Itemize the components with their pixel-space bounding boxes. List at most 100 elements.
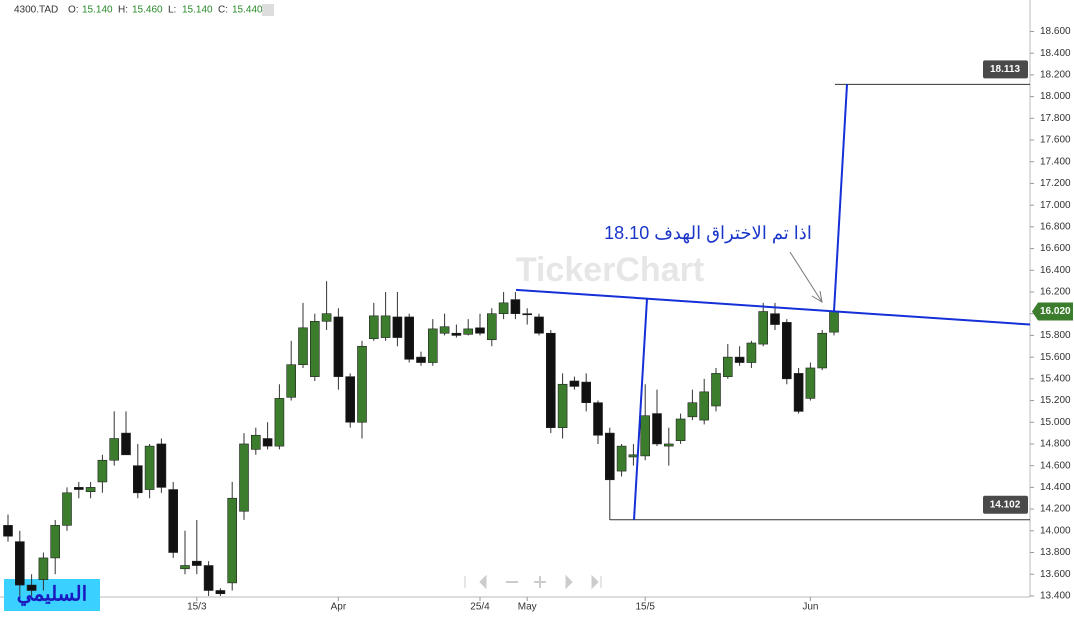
y-tick-label: 16.200 [1040, 287, 1071, 298]
x-tick-label: 15/3 [187, 602, 207, 613]
candle-body [805, 367, 816, 399]
candle [498, 291, 509, 320]
nav-icon[interactable] [565, 574, 573, 590]
candle [805, 362, 816, 401]
projection-line [633, 298, 648, 520]
candle [156, 438, 167, 493]
candle [321, 281, 332, 330]
candle [38, 552, 49, 591]
nav-icon[interactable] [479, 574, 487, 590]
candle-body [333, 316, 344, 377]
candle-body [368, 315, 379, 339]
candle-body [545, 332, 556, 428]
nav-icon[interactable] [534, 576, 546, 588]
candle-body [793, 373, 804, 412]
candle-body [298, 327, 308, 366]
candle [593, 400, 603, 444]
candle-body [758, 311, 769, 345]
x-tick-label: 15/5 [635, 602, 655, 613]
candle-body [192, 560, 202, 566]
candle-body [74, 487, 84, 490]
candle [62, 487, 72, 531]
candle [85, 481, 96, 499]
candle [74, 481, 84, 499]
candle-body [663, 443, 674, 447]
candle-body [274, 398, 285, 447]
candle-body [770, 313, 780, 325]
nav-icons[interactable] [464, 574, 602, 590]
candle-body [251, 434, 261, 450]
candle-body [628, 454, 639, 458]
y-tick-label: 13.800 [1040, 547, 1071, 558]
candle [97, 454, 108, 493]
header-value: 15.440 [232, 5, 263, 16]
candle [781, 319, 792, 385]
y-tick-label: 16.400 [1040, 265, 1071, 276]
candle-body [781, 322, 792, 380]
candle [345, 373, 356, 428]
candle-body [687, 402, 698, 418]
candle-body [239, 443, 249, 512]
candle [746, 340, 757, 368]
header-label: O: [68, 5, 79, 16]
y-tick-label: 18.600 [1040, 26, 1071, 37]
candle [522, 308, 533, 325]
candle [133, 443, 143, 499]
candle [475, 313, 485, 336]
candle [180, 530, 190, 575]
candle-body [451, 332, 462, 336]
candle-body [734, 356, 745, 363]
candle-body [569, 380, 580, 387]
candle-body [345, 376, 356, 423]
candle [640, 384, 651, 461]
y-tick-label: 16.600 [1040, 243, 1071, 254]
candle-body [699, 391, 710, 421]
y-tick-label: 15.400 [1040, 373, 1071, 384]
candle-body [26, 584, 37, 591]
candle-body [722, 356, 733, 377]
candle [333, 308, 344, 390]
candle [274, 384, 285, 450]
candle [26, 574, 37, 596]
y-tick-label: 18.400 [1040, 48, 1071, 59]
candle-body [50, 525, 61, 559]
y-tick-label: 17.000 [1040, 200, 1071, 211]
candle-body [38, 557, 49, 580]
candle-body [534, 316, 544, 334]
header-value: 15.140 [82, 5, 113, 16]
y-tick-label: 14.000 [1040, 525, 1071, 536]
candle [557, 373, 568, 439]
nav-icon[interactable] [591, 574, 602, 590]
candle [215, 588, 226, 596]
candle [3, 514, 13, 542]
candle-body [309, 320, 320, 377]
candle-body [404, 316, 415, 360]
candle-body [557, 383, 568, 428]
candle [380, 291, 391, 341]
candle [675, 413, 686, 444]
candle-body [62, 492, 72, 526]
watermark: TickerChart [516, 251, 704, 289]
candle-body [675, 418, 686, 441]
candle [109, 411, 119, 466]
candle-body [616, 445, 627, 472]
candle-body [522, 313, 533, 316]
candle-body [427, 328, 438, 363]
candle [203, 561, 214, 596]
level-box [983, 60, 1028, 79]
header-menu [262, 4, 274, 16]
candle [416, 351, 426, 366]
candle-body [593, 402, 603, 436]
candle-body [439, 326, 450, 334]
candle-body [486, 313, 497, 341]
candle [545, 329, 556, 434]
candle-body [97, 459, 108, 483]
candle [486, 308, 497, 347]
candle-body [498, 302, 509, 314]
candle [262, 422, 273, 450]
candle [404, 313, 415, 363]
y-tick-label: 17.800 [1040, 113, 1071, 124]
candle [711, 367, 721, 412]
level-box [983, 495, 1028, 514]
level-label: 18.113 [990, 64, 1020, 75]
